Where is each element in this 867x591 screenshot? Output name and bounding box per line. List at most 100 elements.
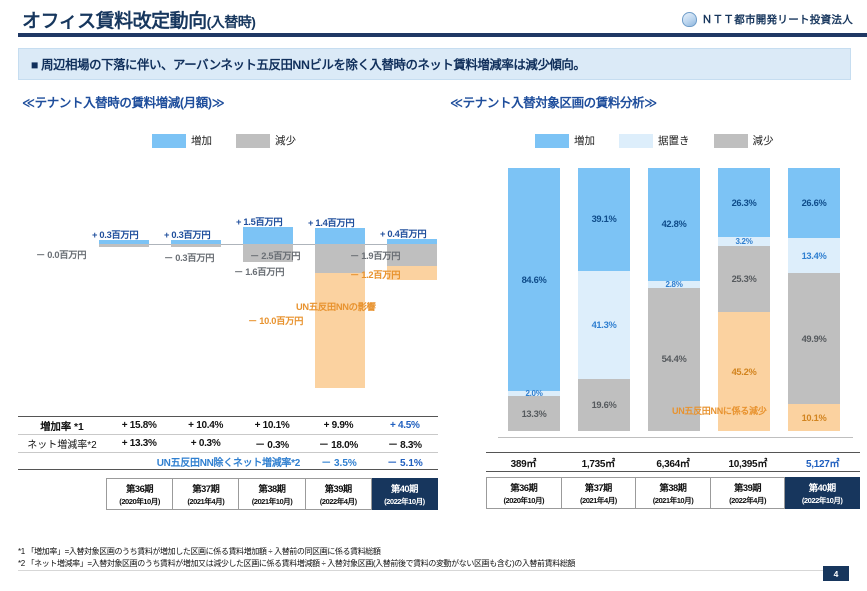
right-period-date: (2022年4月) xyxy=(729,496,767,505)
right-bar-segment-flat: 3.2% xyxy=(718,237,770,246)
left-period-name: 第38期 xyxy=(258,484,286,494)
left-bar-increase-label: + 1.5百万円 xyxy=(236,216,283,227)
left-bar-increase-label: + 0.4百万円 xyxy=(380,229,427,240)
right-area-cell: 5,127㎡ xyxy=(805,458,840,470)
left-period-cell: 第39期 (2022年4月) xyxy=(305,478,372,510)
left-table-cell: － 0.3% xyxy=(255,440,289,451)
left-bar-un-label: － 1.2百万円 xyxy=(350,269,401,280)
right-area-cell: 1,735㎡ xyxy=(581,458,616,470)
right-area-cell: 389㎡ xyxy=(510,458,537,470)
left-period-date: (2021年10月) xyxy=(251,497,293,506)
right-bar-segment-un-impact: 10.1% xyxy=(788,404,840,431)
right-period-name: 第37期 xyxy=(584,483,612,493)
company-name: ＮＴＴ都市開発リート投資法人 xyxy=(701,14,853,26)
left-data-table: 増加率 *1 + 15.8% + 10.4% + 10.1% + 9.9% + 4.5% ネ… xyxy=(18,416,438,470)
left-legend-swatch-icon xyxy=(236,133,270,148)
left-bar-decrease-label: － 1.6百万円 xyxy=(234,267,285,278)
left-period-cell: 第37期 (2021年4月) xyxy=(173,478,240,510)
right-bar-segment-decrease: 49.9% xyxy=(788,273,840,405)
right-period-date: (2020年10月) xyxy=(503,496,545,505)
right-period-cell: 第40期 (2022年10月) xyxy=(785,477,860,509)
left-period-name: 第37期 xyxy=(192,484,220,494)
left-chart-legend: 増加 減少 xyxy=(152,133,314,148)
right-stacked-bar: 42.8% 2.8% 54.4% xyxy=(648,168,700,431)
right-legend-item: 増加 xyxy=(535,133,595,148)
left-period-date: (2022年10月) xyxy=(384,497,425,506)
right-period-name: 第39期 xyxy=(734,483,762,493)
right-period-cell: 第38期 (2021年10月) xyxy=(636,477,711,509)
left-period-cell: 第38期 (2021年10月) xyxy=(239,478,306,510)
left-table-rows: 増加率 *1 + 15.8% + 10.4% + 10.1% + 9.9% + 4.5% ネ… xyxy=(18,416,438,453)
left-bar-decrease-label: － 0.3百万円 xyxy=(164,253,215,263)
left-bar-increase xyxy=(99,240,149,244)
company-logo: ＮＴＴ都市開発リート投資法人 xyxy=(681,12,853,27)
right-bar-segment-decrease: 54.4% xyxy=(648,287,700,431)
un-row-value-40: － 5.1% xyxy=(387,457,423,469)
left-chart-un-note: UN五反田NNの影響 xyxy=(296,301,376,312)
left-bar-un-label: － 10.0百万円 xyxy=(248,315,304,326)
right-data-table: 389㎡ 1,735㎡ 6,364㎡ 10,395㎡ 5,127㎡ 第36期 (2020年… xyxy=(486,452,860,509)
left-bar-decrease xyxy=(99,244,149,247)
left-table-cell: + 0.3% xyxy=(190,438,221,449)
footnote-1: *1 「増加率」=入替対象区画のうち賃料が増加した区画に係る賃料増加額 ÷ 入替… xyxy=(18,547,381,556)
right-legend-item: 減少 xyxy=(713,133,774,148)
left-legend-item: 減少 xyxy=(236,133,296,148)
right-chart-un-note: UN五反田NNに係る減少 xyxy=(672,406,767,416)
left-bar-chart: + 0.3百万円 － 0.0百万円 + 0.3百万円 － 0.3百万円 + 1.5百万円… xyxy=(18,160,438,410)
left-legend-swatch-icon xyxy=(152,133,186,148)
right-bar-segment-increase: 42.8% xyxy=(648,168,700,281)
right-bar-segment-decrease: 25.3% xyxy=(718,245,770,313)
right-period-date: (2021年4月) xyxy=(579,496,617,505)
header-divider xyxy=(18,33,867,37)
left-table-cell: + 15.8% xyxy=(121,420,157,431)
left-legend-item: 増加 xyxy=(152,133,212,148)
right-legend-swatch-icon xyxy=(535,133,569,148)
left-legend-label: 増加 xyxy=(191,135,212,147)
left-period-name: 第40期 xyxy=(390,484,418,494)
left-bar-increase xyxy=(315,227,365,244)
left-period-date: (2022年4月) xyxy=(319,497,357,506)
right-stacked-bar: 26.3% 3.2% 25.3% 45.2% xyxy=(718,168,770,431)
right-baseline xyxy=(498,437,853,438)
right-bar-segment-flat: 13.4% xyxy=(788,237,840,274)
right-area-cell: 10,395㎡ xyxy=(728,458,768,470)
left-bar-un-impact xyxy=(315,272,365,388)
left-table-cell: － 18.0% xyxy=(318,440,358,451)
left-table-cell: + 10.4% xyxy=(188,420,224,431)
left-table-cell: + 13.3% xyxy=(121,438,157,449)
page-title-main: オフィス賃料改定動向 xyxy=(22,11,207,32)
right-period-cell: 第36期 (2020年10月) xyxy=(486,477,562,509)
left-table-un-row: UN五反田NN除くネット増減率*2 － 3.5% － 5.1% xyxy=(18,453,438,470)
left-period-cell: 第40期 (2022年10月) xyxy=(371,478,439,510)
left-table-cell: － 8.3% xyxy=(387,440,422,451)
left-bar-increase xyxy=(171,240,221,244)
left-bar-decrease-label: － 1.9百万円 xyxy=(350,251,401,261)
right-bar-segment-increase: 26.3% xyxy=(718,168,770,238)
right-bar-segment-decrease: 19.6% xyxy=(578,379,630,431)
left-section-heading: ≪テナント入替時の賃料増減(月額)≫ xyxy=(22,96,225,110)
right-period-name: 第36期 xyxy=(510,483,538,493)
right-period-cell: 第37期 (2021年4月) xyxy=(561,477,637,509)
right-area-row: 389㎡ 1,735㎡ 6,364㎡ 10,395㎡ 5,127㎡ xyxy=(486,452,860,472)
right-bar-segment-increase: 26.6% xyxy=(788,168,840,238)
left-period-cell: 第36期 (2020年10月) xyxy=(106,478,174,510)
right-area-cell: 6,364㎡ xyxy=(656,458,690,470)
left-table-cell: + 9.9% xyxy=(323,420,354,431)
right-period-date: (2022年10月) xyxy=(801,496,843,505)
slide-header: オフィス賃料改定動向(入替時) ＮＴＴ都市開発リート投資法人 xyxy=(0,0,867,40)
right-legend-swatch-icon xyxy=(713,133,748,148)
left-bar-decrease-label: － 2.5百万円 xyxy=(250,251,301,261)
right-stacked-bar: 39.1% 41.3% 19.6% xyxy=(578,168,630,431)
left-bar-decrease xyxy=(315,244,365,273)
right-legend-swatch-icon xyxy=(619,133,653,148)
right-period-name: 第38期 xyxy=(659,483,687,493)
left-bar-decrease xyxy=(171,244,221,248)
page-title: オフィス賃料改定動向(入替時) xyxy=(22,6,256,33)
left-bar-increase xyxy=(243,226,293,244)
left-period-name: 第36期 xyxy=(126,484,154,494)
right-bar-segment-decrease: 13.3% xyxy=(508,396,560,431)
left-table-row-label: 増加率 *1 xyxy=(40,422,84,433)
left-bar-decrease-label: － 0.0百万円 xyxy=(36,250,87,260)
page-number: 4 xyxy=(823,566,849,581)
right-period-cell: 第39期 (2022年4月) xyxy=(710,477,786,509)
